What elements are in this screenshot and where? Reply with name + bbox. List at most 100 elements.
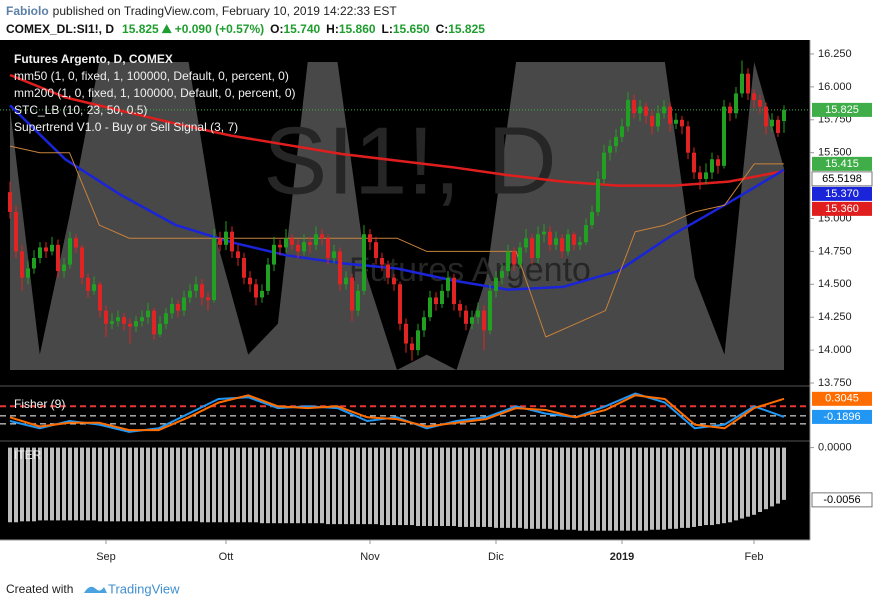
candle-body	[314, 234, 318, 245]
hist-bar	[260, 447, 264, 524]
candle-body	[512, 251, 516, 265]
footer-brand[interactable]: TradingView	[108, 581, 180, 596]
candle-body	[584, 225, 588, 243]
price-tick-label: 13.750	[818, 377, 852, 389]
price-tag-label: 15.415	[825, 158, 859, 170]
hist-bar	[704, 447, 708, 526]
candle-body	[230, 231, 234, 252]
candle-body	[596, 179, 600, 212]
hist-bar	[752, 447, 756, 515]
price-tag-label: -0.0056	[823, 494, 860, 506]
candle-body	[152, 310, 156, 335]
hist-tick-label: 0.0000	[818, 442, 852, 454]
candle-body	[8, 192, 12, 212]
hist-bar	[632, 447, 636, 531]
hist-bar	[332, 447, 336, 525]
hist-bar	[584, 447, 588, 531]
hist-bar	[170, 447, 174, 522]
candle-body	[680, 119, 684, 127]
hist-bar	[212, 447, 216, 523]
candle-body	[518, 247, 522, 265]
hist-bar	[164, 447, 168, 522]
last-price: 15.825	[122, 22, 159, 36]
hist-bar	[494, 447, 498, 528]
candle-body	[176, 304, 180, 311]
hist-bar	[452, 447, 456, 526]
hist-bar	[122, 447, 126, 522]
hist-bar	[368, 447, 372, 525]
candle-body	[38, 247, 42, 258]
price-tick-label: 14.500	[818, 278, 852, 290]
candle-body	[704, 172, 708, 180]
hist-bar	[242, 447, 246, 523]
hist-bar	[344, 447, 348, 525]
hist-bar	[524, 447, 528, 529]
candle-body	[302, 242, 306, 252]
candle-body	[728, 106, 732, 114]
hist-bar	[614, 447, 618, 531]
price-tick-label: 14.750	[818, 245, 852, 257]
candle-body	[758, 100, 762, 107]
candle-body	[398, 284, 402, 324]
hist-bar	[266, 447, 270, 524]
hist-bar	[686, 447, 690, 528]
candle-body	[236, 251, 240, 258]
ohlc-value: 15.825	[448, 22, 485, 36]
price-tag-label: 15.825	[825, 104, 859, 116]
candle-body	[776, 119, 780, 133]
hist-bar	[554, 447, 558, 530]
candle-body	[308, 242, 312, 245]
hist-bar	[56, 447, 60, 521]
candle-body	[164, 313, 168, 324]
author[interactable]: Fabiolo	[6, 4, 49, 18]
candle-body	[608, 146, 612, 153]
candle-body	[656, 113, 660, 127]
hist-bar	[8, 447, 12, 523]
hist-bar	[374, 447, 378, 525]
price-tag-label: 15.360	[825, 203, 859, 215]
hist-bar	[80, 447, 84, 521]
hist-bar	[188, 447, 192, 522]
candle-body	[482, 310, 486, 331]
candle-body	[80, 247, 84, 278]
candle-body	[644, 106, 648, 116]
hist-bar	[104, 447, 108, 522]
hist-bar	[254, 447, 258, 523]
price-tick-label: 15.500	[818, 147, 852, 159]
pane-title: ITER	[14, 448, 42, 462]
hist-bar	[50, 447, 54, 521]
symbol: COMEX_DL:SI1!, D	[6, 22, 114, 36]
candle-body	[446, 277, 450, 291]
candle-body	[632, 100, 636, 114]
legend-entry: Supertrend V1.0 - Buy or Sell Signal (3,…	[14, 120, 238, 134]
candle-body	[224, 231, 228, 245]
hist-bar	[86, 447, 90, 521]
candle-body	[362, 234, 366, 291]
candle-body	[92, 284, 96, 291]
ohlc-key: L:	[382, 22, 393, 36]
hist-bar	[128, 447, 132, 522]
candle-body	[668, 106, 672, 124]
ohlc-key: C:	[436, 22, 449, 36]
candle-body	[662, 106, 666, 114]
hist-bar	[764, 447, 768, 510]
candle-body	[140, 317, 144, 322]
hist-bar	[140, 447, 144, 522]
hist-bar	[542, 447, 546, 529]
moving-average	[9, 73, 785, 187]
candle-body	[296, 244, 300, 252]
hist-bar	[716, 447, 720, 525]
hist-bar	[74, 447, 78, 521]
hist-bar	[776, 447, 780, 504]
candle-body	[530, 238, 534, 258]
time-tick-label: Dic	[488, 551, 504, 563]
price-tag	[812, 391, 872, 406]
candle-body	[650, 115, 654, 127]
hist-bar	[158, 447, 162, 522]
candle-body	[26, 268, 30, 278]
header-line-1: Fabiolo published on TradingView.com, Feb…	[6, 4, 397, 18]
hist-bar	[506, 447, 510, 528]
hist-bar	[560, 447, 564, 530]
candle-body	[344, 277, 348, 285]
candle-body	[188, 290, 192, 298]
